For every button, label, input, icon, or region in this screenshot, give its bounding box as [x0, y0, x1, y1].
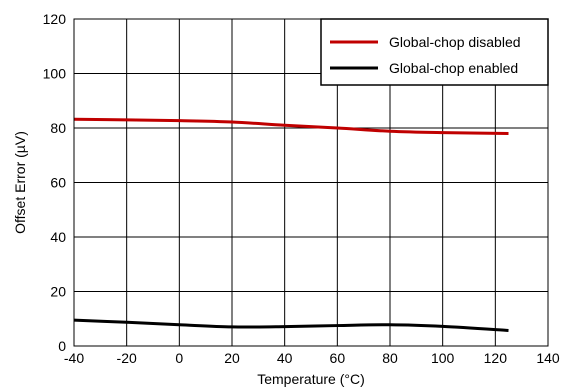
y-tick-label: 120 [43, 11, 67, 27]
legend-label-enabled: Global-chop enabled [389, 60, 518, 76]
y-tick-label: 20 [50, 284, 66, 300]
legend-box [320, 18, 549, 86]
y-tick-label: 80 [50, 120, 66, 136]
x-axis-label: Temperature (°C) [257, 371, 365, 387]
x-tick-label: 60 [330, 350, 346, 366]
x-tick-label: 40 [277, 350, 293, 366]
series-line-1 [73, 318, 509, 332]
x-tick-label: -20 [117, 350, 137, 366]
legend: Global-chop disabled Global-chop enabled [320, 18, 549, 86]
y-tick-label: 60 [50, 175, 66, 191]
legend-label-disabled: Global-chop disabled [389, 34, 521, 50]
x-tick-label: 0 [175, 350, 183, 366]
x-tick-label: 140 [536, 350, 560, 366]
x-tick-label: 20 [224, 350, 240, 366]
series-layer [73, 117, 509, 332]
y-tick-label: 0 [58, 338, 66, 354]
y-tick-label: 40 [50, 229, 66, 245]
plot-frame [73, 18, 549, 347]
x-tick-label: 120 [484, 350, 508, 366]
tick-layer: -40 -20 0 20 40 60 80 100 120 140 0 20 40 60 80 100 120 [43, 11, 560, 366]
x-tick-label: -40 [64, 350, 84, 366]
x-tick-label: 100 [431, 350, 455, 366]
y-axis-label: Offset Error (µV) [12, 131, 28, 234]
series-line-0 [73, 117, 509, 135]
y-tick-label: 100 [43, 66, 67, 82]
x-tick-label: 80 [382, 350, 398, 366]
